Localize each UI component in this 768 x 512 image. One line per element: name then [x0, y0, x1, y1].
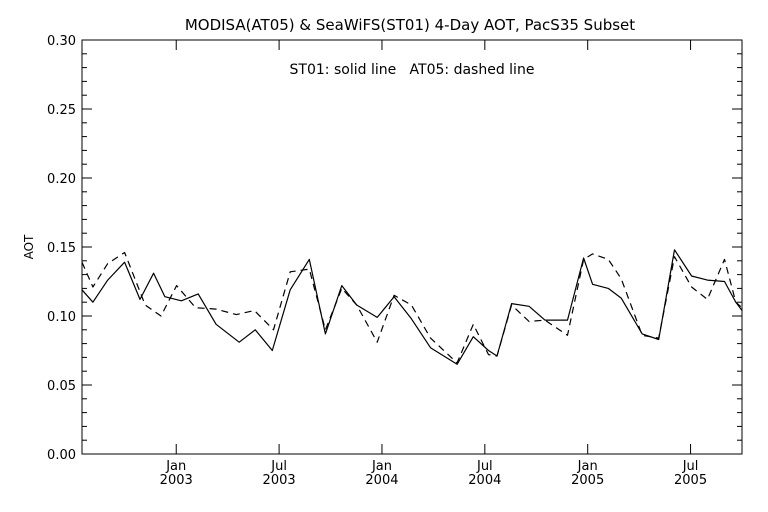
x-tick-month: Jan — [165, 459, 186, 474]
x-tick-month: Jan — [577, 459, 598, 474]
x-axis: Jan2003Jul2003Jan2004Jul2004Jan2005Jul20… — [160, 40, 707, 488]
legend-annotation: ST01: solid line AT05: dashed line — [290, 62, 535, 78]
y-axis: 0.00 0.05 0.10 0.15 0.20 0.25 0.30 — [47, 34, 742, 463]
y-axis-label: AOT — [22, 234, 36, 259]
y-tick-label: 0.10 — [47, 310, 76, 325]
y-tick-label: 0.30 — [47, 34, 76, 49]
y-tick-label: 0.20 — [47, 172, 76, 187]
plot-frame — [81, 39, 743, 455]
y-tick-label: 0.00 — [47, 448, 76, 463]
x-tick-month: Jul — [476, 459, 493, 474]
series-layer — [81, 249, 743, 365]
x-tick-year: 2005 — [571, 473, 604, 488]
x-tick-year: 2003 — [263, 473, 296, 488]
y-tick-label: 0.25 — [47, 103, 76, 118]
x-tick-month: Jul — [270, 459, 287, 474]
x-tick-year: 2005 — [674, 473, 707, 488]
x-tick-year: 2004 — [468, 473, 501, 488]
x-tick-month: Jan — [371, 459, 392, 474]
y-tick-label: 0.05 — [47, 379, 76, 394]
x-tick-year: 2003 — [160, 473, 193, 488]
series-line-st01 — [81, 249, 743, 365]
x-tick-month: Jul — [682, 459, 699, 474]
y-tick-label: 0.15 — [47, 241, 76, 256]
x-tick-year: 2004 — [365, 473, 398, 488]
series-line-at05 — [81, 251, 743, 364]
chart-title: MODISA(AT05) & SeaWiFS(ST01) 4-Day AOT, … — [185, 16, 635, 34]
